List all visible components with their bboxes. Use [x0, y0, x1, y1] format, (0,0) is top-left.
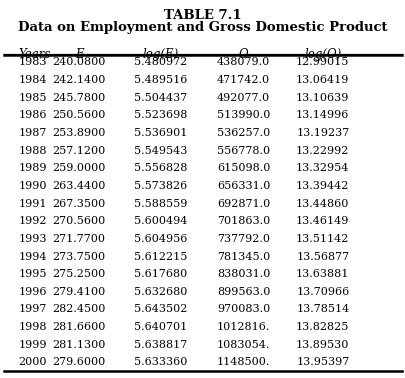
Text: 281.6600: 281.6600	[52, 322, 106, 332]
Text: TABLE 7.1: TABLE 7.1	[164, 9, 241, 22]
Text: 13.39442: 13.39442	[295, 181, 349, 191]
Text: 279.6000: 279.6000	[52, 357, 106, 367]
Text: 5.536901: 5.536901	[133, 128, 187, 138]
Text: 838031.0: 838031.0	[216, 269, 270, 279]
Text: Data on Employment and Gross Domestic Product: Data on Employment and Gross Domestic Pr…	[18, 21, 387, 34]
Text: 1997: 1997	[18, 304, 47, 314]
Text: E: E	[75, 48, 83, 61]
Text: Years: Years	[18, 48, 51, 61]
Text: 270.5600: 270.5600	[52, 216, 106, 226]
Text: 438079.0: 438079.0	[216, 57, 270, 68]
Text: 5.604956: 5.604956	[133, 234, 187, 244]
Text: 5.640701: 5.640701	[133, 322, 187, 332]
Text: 253.8900: 253.8900	[52, 128, 106, 138]
Text: 615098.0: 615098.0	[216, 163, 270, 174]
Text: 5.638817: 5.638817	[133, 340, 187, 350]
Text: 781345.0: 781345.0	[216, 251, 270, 262]
Text: log(E): log(E)	[142, 48, 178, 61]
Text: 1989: 1989	[18, 163, 47, 174]
Text: 1985: 1985	[18, 93, 47, 103]
Text: 13.06419: 13.06419	[295, 75, 349, 85]
Text: 281.1300: 281.1300	[52, 340, 106, 350]
Text: 1986: 1986	[18, 110, 47, 121]
Text: 5.617680: 5.617680	[133, 269, 187, 279]
Text: 5.632680: 5.632680	[133, 287, 187, 297]
Text: 1993: 1993	[18, 234, 47, 244]
Text: 5.504437: 5.504437	[133, 93, 187, 103]
Text: 5.633360: 5.633360	[133, 357, 187, 367]
Text: 240.0800: 240.0800	[52, 57, 106, 68]
Text: 513990.0: 513990.0	[216, 110, 270, 121]
Text: 13.70966: 13.70966	[295, 287, 349, 297]
Text: 13.46149: 13.46149	[295, 216, 349, 226]
Text: 556778.0: 556778.0	[217, 146, 269, 156]
Text: 13.19237: 13.19237	[295, 128, 349, 138]
Text: 1992: 1992	[18, 216, 47, 226]
Text: 13.44860: 13.44860	[295, 198, 349, 209]
Text: 1994: 1994	[18, 251, 47, 262]
Text: 13.82825: 13.82825	[295, 322, 349, 332]
Text: 1995: 1995	[18, 269, 47, 279]
Text: 5.556828: 5.556828	[133, 163, 187, 174]
Text: 5.612215: 5.612215	[133, 251, 187, 262]
Text: 13.63881: 13.63881	[295, 269, 349, 279]
Text: 5.588559: 5.588559	[133, 198, 187, 209]
Text: 1991: 1991	[18, 198, 47, 209]
Text: 13.51142: 13.51142	[295, 234, 349, 244]
Text: 242.1400: 242.1400	[52, 75, 106, 85]
Text: 1984: 1984	[18, 75, 47, 85]
Text: 2000: 2000	[18, 357, 47, 367]
Text: 970083.0: 970083.0	[216, 304, 270, 314]
Text: 271.7700: 271.7700	[53, 234, 105, 244]
Text: 259.0000: 259.0000	[52, 163, 106, 174]
Text: 1148500.: 1148500.	[216, 357, 270, 367]
Text: 1990: 1990	[18, 181, 47, 191]
Text: 471742.0: 471742.0	[217, 75, 269, 85]
Text: 12.99015: 12.99015	[295, 57, 349, 68]
Text: 1988: 1988	[18, 146, 47, 156]
Text: 267.3500: 267.3500	[52, 198, 106, 209]
Text: 13.95397: 13.95397	[295, 357, 349, 367]
Text: 5.480972: 5.480972	[133, 57, 187, 68]
Text: 492077.0: 492077.0	[217, 93, 269, 103]
Text: 1996: 1996	[18, 287, 47, 297]
Text: 250.5600: 250.5600	[52, 110, 106, 121]
Text: 279.4100: 279.4100	[52, 287, 106, 297]
Text: 1998: 1998	[18, 322, 47, 332]
Text: 1987: 1987	[18, 128, 47, 138]
Text: 13.56877: 13.56877	[296, 251, 348, 262]
Text: 1983: 1983	[18, 57, 47, 68]
Text: 1999: 1999	[18, 340, 47, 350]
Text: 5.573826: 5.573826	[133, 181, 187, 191]
Text: 13.78514: 13.78514	[295, 304, 349, 314]
Text: 13.10639: 13.10639	[295, 93, 349, 103]
Text: 1012816.: 1012816.	[216, 322, 270, 332]
Text: 5.549543: 5.549543	[133, 146, 187, 156]
Text: 257.1200: 257.1200	[52, 146, 106, 156]
Text: 899563.0: 899563.0	[216, 287, 270, 297]
Text: 13.89530: 13.89530	[295, 340, 349, 350]
Text: log(O): log(O)	[303, 48, 341, 61]
Text: 692871.0: 692871.0	[216, 198, 270, 209]
Text: 5.643502: 5.643502	[133, 304, 187, 314]
Text: 273.7500: 273.7500	[53, 251, 105, 262]
Text: 1083054.: 1083054.	[216, 340, 270, 350]
Text: 282.4500: 282.4500	[52, 304, 106, 314]
Text: 263.4400: 263.4400	[52, 181, 106, 191]
Text: 275.2500: 275.2500	[52, 269, 106, 279]
Text: 701863.0: 701863.0	[216, 216, 270, 226]
Text: 5.523698: 5.523698	[133, 110, 187, 121]
Text: 656331.0: 656331.0	[216, 181, 270, 191]
Text: 13.14996: 13.14996	[295, 110, 349, 121]
Text: O: O	[238, 48, 248, 61]
Text: 245.7800: 245.7800	[52, 93, 106, 103]
Text: 737792.0: 737792.0	[217, 234, 269, 244]
Text: 13.32954: 13.32954	[295, 163, 349, 174]
Text: 536257.0: 536257.0	[216, 128, 270, 138]
Text: 13.22992: 13.22992	[295, 146, 349, 156]
Text: 5.489516: 5.489516	[133, 75, 187, 85]
Text: 5.600494: 5.600494	[133, 216, 187, 226]
